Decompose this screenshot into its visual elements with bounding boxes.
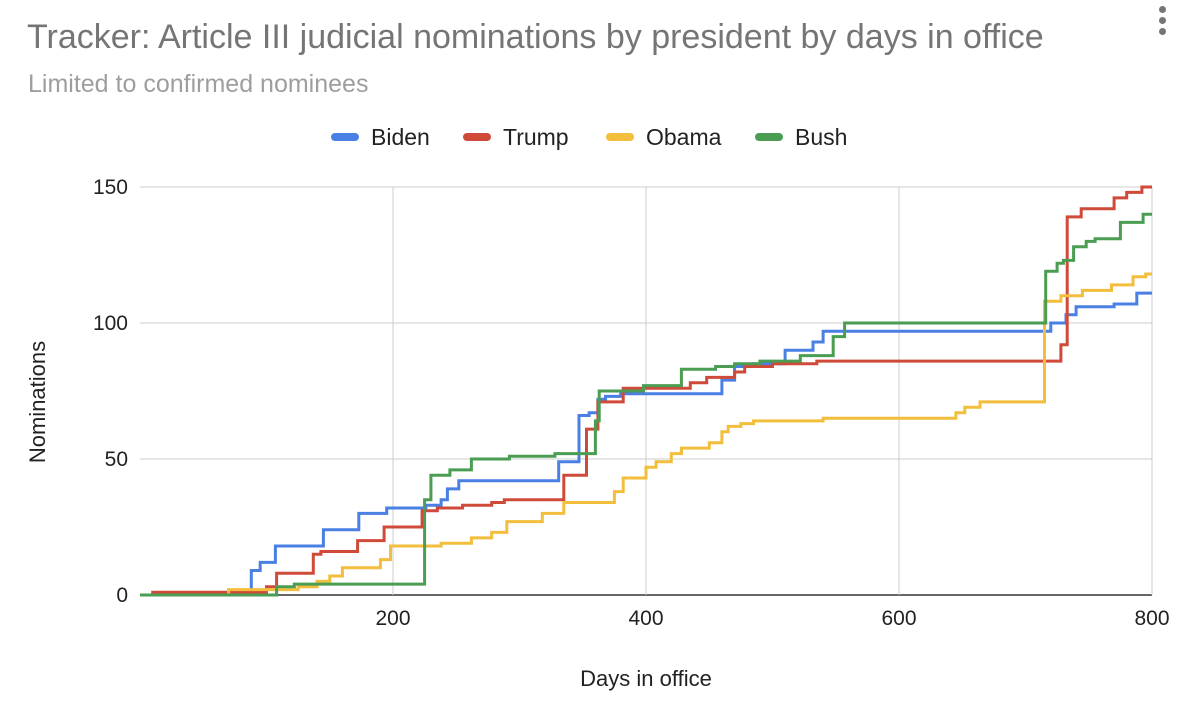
chart-subtitle: Limited to confirmed nominees [28, 70, 369, 98]
x-tick-label: 600 [881, 607, 916, 630]
x-tick-label: 800 [1134, 607, 1169, 630]
series-lines [140, 185, 1152, 597]
y-tick-label: 150 [93, 176, 128, 199]
x-tick-label: 200 [375, 607, 410, 630]
legend-label: Bush [795, 123, 848, 150]
x-axis-title: Days in office [580, 666, 712, 691]
legend-item-trump[interactable]: Trump [463, 122, 569, 152]
legend-item-obama[interactable]: Obama [606, 122, 721, 152]
series-line-obama [140, 272, 1152, 597]
tick-labels: 0 50 100 150 200 400 600 800 [93, 176, 1170, 630]
legend-swatch [755, 133, 783, 141]
more-vert-icon[interactable] [1150, 2, 1174, 38]
legend: Biden Trump Obama Bush [0, 122, 1182, 152]
legend-item-biden[interactable]: Biden [331, 122, 430, 152]
gridlines [140, 186, 1153, 596]
chart-title: Tracker: Article III judicial nomination… [27, 18, 1044, 56]
legend-label: Biden [371, 123, 430, 150]
x-tick-label: 400 [628, 607, 663, 630]
legend-label: Trump [503, 123, 569, 150]
legend-swatch [606, 133, 634, 141]
legend-swatch [463, 133, 491, 141]
y-tick-label: 50 [105, 448, 128, 471]
y-tick-label: 0 [116, 584, 128, 607]
series-line-bush [140, 212, 1152, 597]
series-line-trump [140, 185, 1152, 597]
y-tick-label: 100 [93, 312, 128, 335]
legend-swatch [331, 133, 359, 141]
legend-item-bush[interactable]: Bush [755, 122, 847, 152]
y-axis-title: Nominations [25, 341, 50, 463]
legend-label: Obama [646, 123, 722, 150]
